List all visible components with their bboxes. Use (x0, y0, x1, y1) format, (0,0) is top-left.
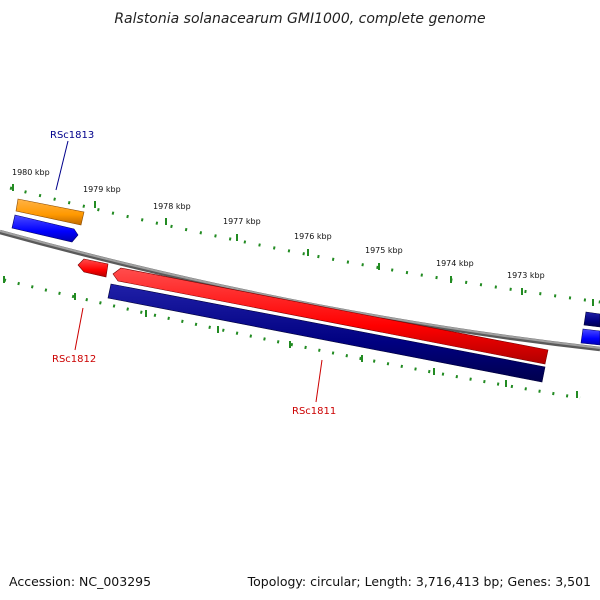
inner-major-tick (289, 341, 291, 348)
gene-rsc1811-arrow[interactable] (112, 267, 549, 365)
kbp-label: 1974 kbp (436, 259, 474, 268)
gene-edge-navy-feature[interactable] (583, 311, 600, 328)
inner-major-tick (145, 310, 147, 317)
inner-ruler (3, 276, 581, 400)
gene-edge-blue-feature[interactable] (580, 328, 600, 346)
genome-summary-text: Topology: circular; Length: 3,716,413 bp… (247, 574, 591, 589)
kbp-label: 1973 kbp (507, 271, 545, 280)
gene-label-rsc1813[interactable]: RSc1813 (50, 130, 94, 141)
outer-major-tick (592, 299, 594, 306)
kbp-label: 1979 kbp (83, 185, 121, 194)
inner-major-tick (505, 380, 507, 387)
rsc1812-leader-line (74, 307, 84, 351)
kbp-label: 1976 kbp (294, 232, 332, 241)
kbp-label: 1977 kbp (223, 217, 261, 226)
inner-major-tick (74, 293, 76, 300)
kbp-label: 1975 kbp (365, 246, 403, 255)
gene-rsc1813-arrow[interactable] (11, 214, 79, 243)
outer-major-tick (236, 234, 238, 241)
inner-major-tick (576, 391, 578, 398)
gene-label-rsc1812[interactable]: RSc1812 (52, 354, 96, 365)
outer-major-tick (165, 218, 167, 225)
outer-major-tick (12, 184, 14, 191)
rsc1811-leader-line (315, 359, 323, 403)
inner-major-tick (361, 355, 363, 362)
outer-major-tick (307, 249, 309, 256)
outer-major-tick (94, 201, 96, 208)
gene-rsc1813-orange-feature[interactable] (15, 198, 85, 226)
inner-major-tick (433, 368, 435, 375)
gene-rsc1811-navy-feature[interactable] (107, 283, 546, 383)
accession-text: Accession: NC_003295 (9, 574, 151, 589)
outer-major-tick (450, 276, 452, 283)
outer-ruler (9, 184, 600, 306)
gene-rsc1812-arrow[interactable] (77, 258, 109, 278)
outer-ruler-minor-ticks (9, 186, 600, 304)
inner-ruler-minor-ticks (3, 278, 581, 400)
genome-backbone (0, 230, 600, 349)
outer-major-tick (378, 263, 380, 270)
kbp-label: 1980 kbp (12, 168, 50, 177)
outer-major-tick (521, 288, 523, 295)
inner-major-tick (217, 326, 219, 333)
inner-major-tick (3, 276, 5, 283)
kbp-label: 1978 kbp (153, 202, 191, 211)
gene-label-rsc1811[interactable]: RSc1811 (292, 406, 336, 417)
rsc1813-leader-line (55, 140, 69, 191)
map-title: Ralstonia solanacearum GMI1000, complete… (114, 11, 485, 27)
